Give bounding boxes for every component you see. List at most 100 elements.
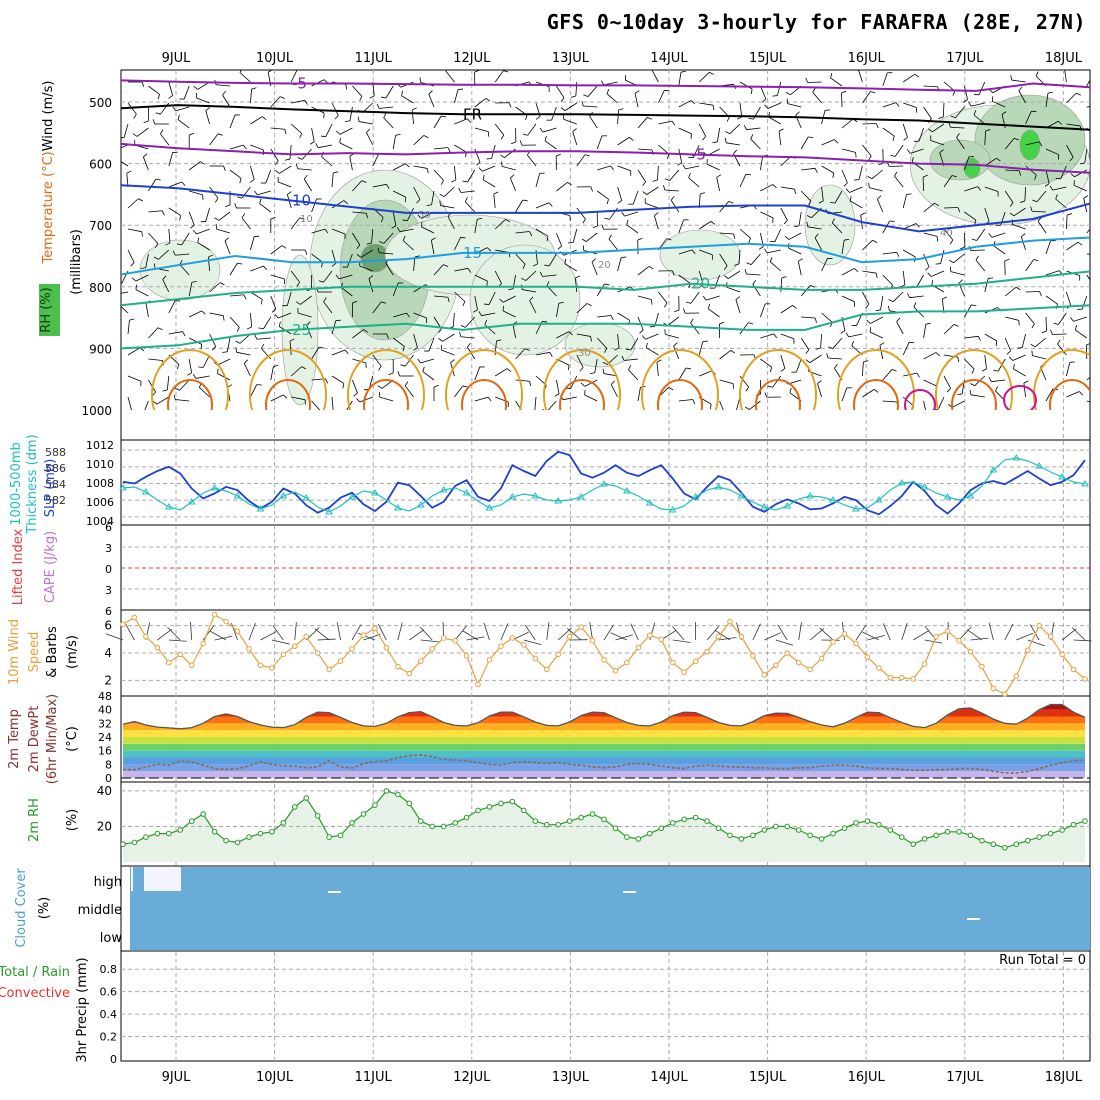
wind-barb [862,91,871,104]
wind10m-point [120,621,126,628]
wind-barb-flag [728,201,734,204]
wind-barb-flag [395,133,401,136]
wind-barb-flag [957,207,961,213]
wind-barb [188,282,193,297]
wind10m-point [1002,691,1008,697]
hot-isotherm [167,379,213,410]
wind-barb [1012,224,1026,230]
rh2m-point [727,832,733,839]
wind-barb-flag [557,245,562,250]
wind-barb-flag [460,325,466,328]
rh2m-point [131,839,138,846]
wind-barb-flag [785,91,791,96]
wind-barb [902,123,908,138]
wind-barb [1025,141,1040,146]
wind-barb [168,228,171,243]
wind-barb-flag [750,134,754,140]
temperature-tick-label: 48 [98,690,112,703]
wind-barb [760,333,774,339]
wind-barb-flag [433,384,439,388]
wind-barb-flag [258,327,264,330]
pressure-tick-label: 1000 [81,404,112,418]
wind-barb [750,138,761,150]
wind-barb-flag [1070,173,1075,178]
wind-barb [488,291,496,305]
wind-barb [168,300,176,314]
wind-barb [392,135,397,150]
thickness-marker [577,493,585,500]
wind-barb-flag [949,239,954,245]
temperature-band [123,723,1085,731]
wind-barb [371,228,374,243]
wind-barb-flag [805,349,810,354]
wind-barb-flag [709,404,712,410]
wind-barb-flag [737,116,742,120]
wind10m-barb [672,626,685,641]
wind-barb [229,169,242,179]
wind10m-panel [105,611,1092,697]
wind-barb-flag [772,95,778,97]
wind-barb [760,184,773,192]
wind-barb [263,316,272,330]
wind10m-barb [351,624,362,641]
wind-barb [606,93,618,104]
wind-barb-flag [267,70,273,73]
wind-barb-flag [988,277,994,279]
wind-barb-flag [744,269,747,275]
wind-barb-flag [458,187,462,193]
wind-barb-flag [851,341,854,346]
wind-barb-flag [590,336,592,342]
wind-barb [127,249,135,263]
wind-barb-flag [1067,213,1073,216]
wind-barb-flag [601,224,604,230]
wind-barb [413,257,416,272]
wind-barb-flag [692,399,696,405]
rh2m-point [303,795,310,801]
wind-barb [688,177,700,188]
wind10m-point [337,658,344,665]
wind-barb-flag [443,264,449,267]
wind-barb-flag [914,73,920,78]
wind-barb-flag [1096,222,1100,224]
wind-barb-flag [733,233,736,239]
wind-barb [1086,228,1090,234]
wind-barb-flag [875,273,878,279]
wind-barb-flag [243,294,247,300]
wind-barb-flag [677,162,682,166]
rh2m-point [1002,844,1008,851]
wind-barb [352,329,364,339]
wind-barb-flag [295,163,299,169]
wind-barb-flag [913,302,917,308]
wind-barb [617,257,622,272]
wind-barb-flag [249,179,255,183]
wind-barb-flag [656,359,662,363]
wind-barb-flag [580,382,585,387]
wind-barb-flag [225,204,231,208]
date-label-bottom: 11JUL [355,1070,393,1085]
wind-barb [433,295,448,298]
wind-barb-flag [522,133,528,136]
wind-barb [484,324,496,335]
rh2m-tick-label: 20 [97,819,112,833]
wind-barb-flag [817,380,822,384]
wind-barb-flag [344,349,349,355]
wind-barb [964,186,978,192]
wind-barb [1058,312,1067,325]
wind-barb-flag [548,202,553,207]
wind-barb [202,354,210,368]
slp-tick-label: 1004 [86,515,114,528]
wind-barb [241,186,251,199]
wind-barb-flag [416,199,421,204]
date-label-bottom: 16JUL [848,1070,886,1085]
wind-barb [902,194,907,209]
temp-label-4-part: (°C) [65,726,80,752]
wind-barb [145,303,149,318]
wind-barb-flag [963,99,968,103]
wind-barb-flag [544,135,547,141]
wind-barb-flag [805,359,811,363]
wind-barb-flag [602,368,605,374]
wind10m-barb [988,622,994,641]
wind-barb [166,375,170,390]
wind-barb-flag [685,367,691,370]
